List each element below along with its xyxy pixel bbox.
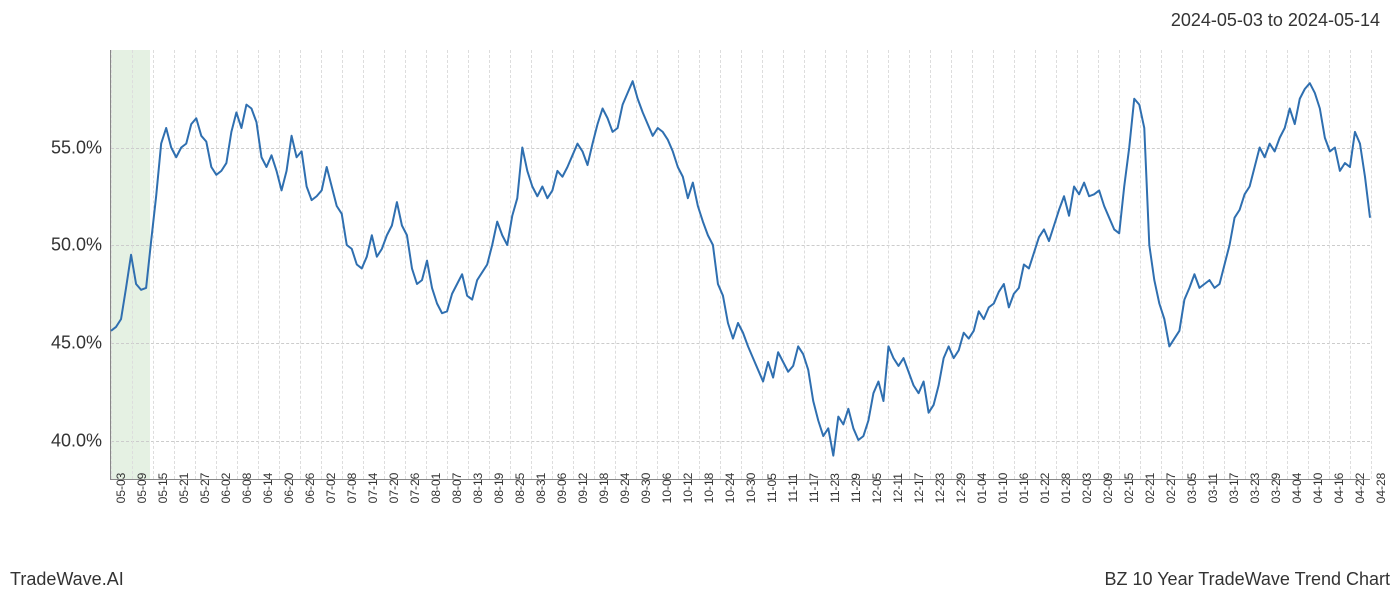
xtick-label: 07-20: [387, 473, 401, 504]
xtick-label: 11-05: [765, 473, 779, 503]
xtick-label: 03-05: [1185, 473, 1199, 504]
xtick-label: 04-28: [1374, 473, 1388, 504]
xtick-label: 05-15: [156, 473, 170, 504]
gridline-v: [1371, 50, 1372, 479]
xtick-label: 06-02: [219, 473, 233, 504]
xtick-label: 03-17: [1227, 473, 1241, 504]
ytick-label: 45.0%: [22, 333, 102, 354]
xtick-label: 12-29: [954, 473, 968, 504]
xtick-label: 02-21: [1143, 473, 1157, 504]
xtick-label: 06-14: [261, 473, 275, 504]
xtick-label: 07-14: [366, 473, 380, 504]
footer-brand: TradeWave.AI: [10, 569, 124, 590]
xtick-label: 11-29: [849, 473, 863, 503]
xtick-label: 08-13: [471, 473, 485, 504]
xtick-label: 06-20: [282, 473, 296, 504]
xtick-label: 10-12: [681, 473, 695, 504]
xtick-label: 08-31: [534, 473, 548, 504]
xtick-label: 12-17: [912, 473, 926, 504]
xtick-label: 01-28: [1059, 473, 1073, 504]
xtick-label: 08-19: [492, 473, 506, 504]
xtick-label: 09-06: [555, 473, 569, 504]
xtick-label: 12-11: [891, 473, 905, 503]
xtick-label: 01-22: [1038, 473, 1052, 504]
ytick-label: 50.0%: [22, 235, 102, 256]
xtick-label: 04-22: [1353, 473, 1367, 504]
xtick-label: 11-23: [828, 473, 842, 503]
xtick-label: 10-18: [702, 473, 716, 504]
xtick-label: 01-04: [975, 473, 989, 504]
line-series: [111, 50, 1370, 479]
xtick-label: 02-09: [1101, 473, 1115, 504]
xtick-label: 11-11: [786, 474, 800, 503]
xtick-label: 04-10: [1311, 473, 1325, 504]
xtick-label: 08-07: [450, 473, 464, 504]
xtick-label: 09-24: [618, 473, 632, 504]
xtick-label: 06-26: [303, 473, 317, 504]
xtick-label: 09-12: [576, 473, 590, 504]
xtick-label: 03-29: [1269, 473, 1283, 504]
ytick-label: 55.0%: [22, 137, 102, 158]
xtick-label: 11-17: [807, 473, 821, 503]
xtick-label: 12-23: [933, 473, 947, 504]
xtick-label: 02-03: [1080, 473, 1094, 504]
xtick-label: 10-06: [660, 473, 674, 504]
xtick-label: 01-16: [1017, 473, 1031, 504]
ytick-label: 40.0%: [22, 430, 102, 451]
line-path: [111, 81, 1370, 455]
trend-chart: [110, 50, 1370, 480]
xtick-label: 01-10: [996, 473, 1010, 504]
xtick-label: 06-08: [240, 473, 254, 504]
xtick-label: 02-15: [1122, 473, 1136, 504]
xtick-label: 10-30: [744, 473, 758, 504]
date-range-label: 2024-05-03 to 2024-05-14: [1171, 10, 1380, 31]
xtick-label: 08-01: [429, 473, 443, 504]
xtick-label: 05-09: [135, 473, 149, 504]
footer-title: BZ 10 Year TradeWave Trend Chart: [1105, 569, 1391, 590]
xtick-label: 04-04: [1290, 473, 1304, 504]
xtick-label: 09-18: [597, 473, 611, 504]
xtick-label: 05-21: [177, 473, 191, 504]
xtick-label: 07-26: [408, 473, 422, 504]
xtick-label: 05-03: [114, 473, 128, 504]
xtick-label: 07-08: [345, 473, 359, 504]
xtick-label: 12-05: [870, 473, 884, 504]
xtick-label: 04-16: [1332, 473, 1346, 504]
xtick-label: 03-23: [1248, 473, 1262, 504]
xtick-label: 07-02: [324, 473, 338, 504]
xtick-label: 02-27: [1164, 473, 1178, 504]
xtick-label: 09-30: [639, 473, 653, 504]
xtick-label: 05-27: [198, 473, 212, 504]
xtick-label: 08-25: [513, 473, 527, 504]
xtick-label: 03-11: [1206, 473, 1220, 503]
xtick-label: 10-24: [723, 473, 737, 504]
